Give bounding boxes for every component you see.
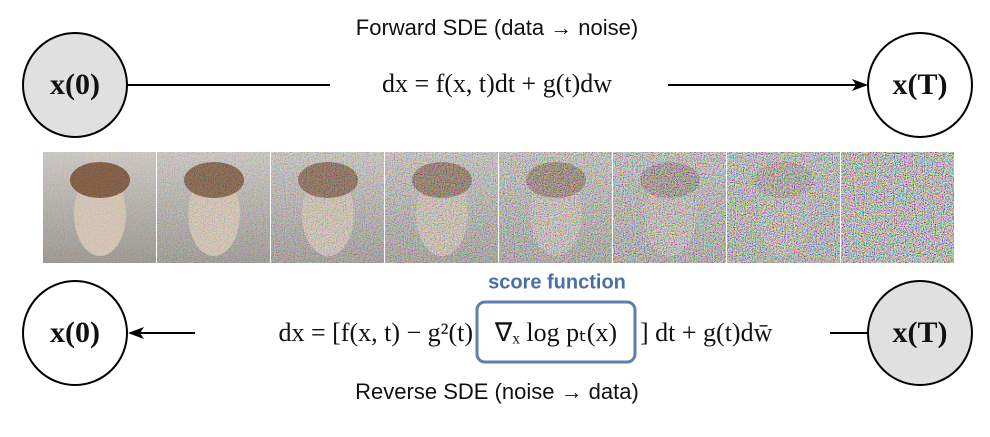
noise-overlay (613, 152, 726, 263)
reverse-equation-right: ] dt + g(t)dw̄ (640, 318, 773, 347)
noise-overlay (43, 152, 156, 263)
score-term: ∇ₓ log pₜ(x) (494, 318, 617, 347)
noise-overlay (841, 152, 954, 263)
node-label: x(T) (893, 316, 948, 349)
noise-overlay (157, 152, 270, 263)
forward-title: Forward SDE (data → noise) (356, 15, 638, 40)
noise-overlay (385, 152, 498, 263)
forward-end-node (867, 32, 973, 138)
reverse-equation-left: dx = [f(x, t) − g²(t) (278, 318, 473, 347)
forward-equation: dx = f(x, t)dt + g(t)dw (382, 69, 612, 98)
forward-start-node (22, 32, 128, 138)
node-label: x(0) (50, 68, 100, 101)
node-label: x(0) (50, 316, 100, 349)
reverse-end-node (22, 280, 128, 386)
noise-overlay (271, 152, 384, 263)
node-label: x(T) (893, 68, 948, 101)
noise-overlay (499, 152, 612, 263)
reverse-title: Reverse SDE (noise → data) (355, 379, 639, 404)
noise-overlay (727, 152, 840, 263)
score-label: score function (488, 271, 626, 293)
image-strip (43, 152, 954, 263)
score-box (475, 300, 637, 364)
